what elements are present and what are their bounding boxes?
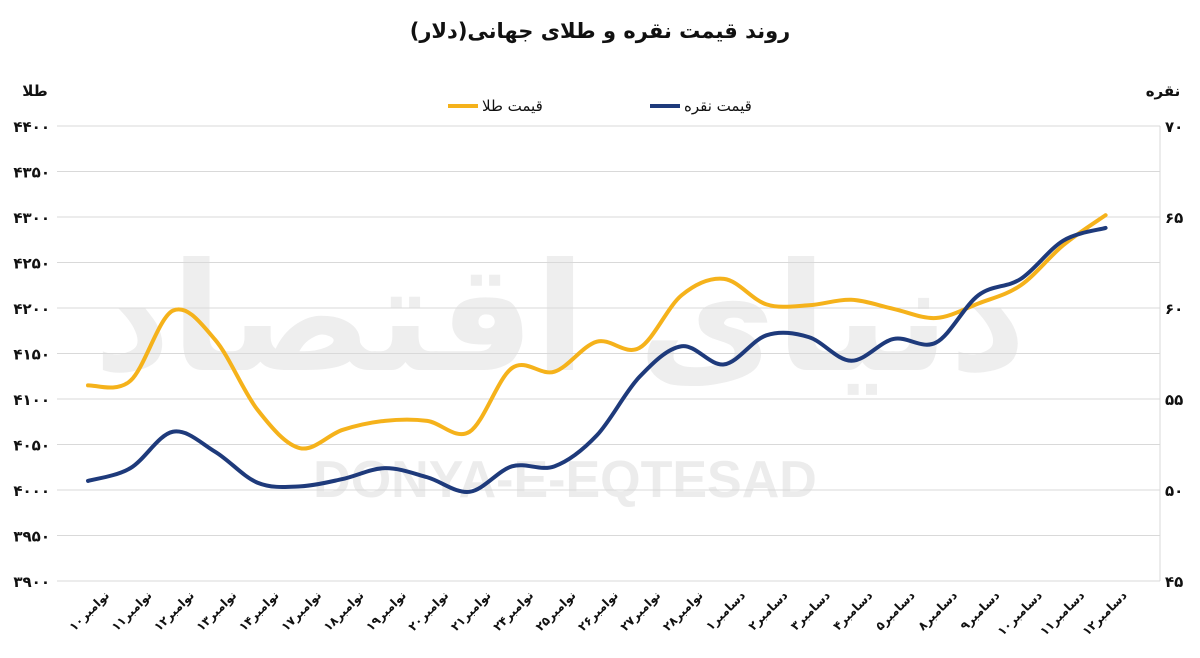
left-tick-label: ۴۱۰۰ [13,391,50,409]
right-axis-label: نقره [1146,82,1181,100]
x-tick-label: ۱۹نوامبر [363,588,409,634]
right-tick-label: ۶۵ [1165,209,1183,227]
right-tick-label: ۷۰ [1165,118,1183,136]
left-tick-label: ۴۲۵۰ [13,255,50,273]
watermark: دنیای اقتصاد DONYA-E-EQTESAD [94,232,1027,509]
legend-silver-label: قیمت نقره [684,97,752,115]
x-tick-label: ۲۴نوامبر [490,588,536,634]
left-tick-label: ۴۴۰۰ [13,118,50,136]
watermark-logo: دنیای اقتصاد [94,232,1027,406]
x-tick-label: ۴دسامبر [830,588,875,633]
x-tick-label: ۲۰نوامبر [406,588,452,634]
x-tick-label: ۱۷نوامبر [278,588,324,634]
chart-title: روند قیمت نقره و طلای جهانی(دلار) [410,19,791,43]
x-tick-label: ۱۰دسامبر [995,588,1045,638]
x-tick-label: ۱۲نوامبر [151,588,197,634]
left-tick-label: ۳۹۵۰ [13,528,50,546]
x-tick-label: ۱۲دسامبر [1080,588,1130,638]
x-tick-label: ۳دسامبر [788,588,833,633]
left-tick-label: ۴۰۵۰ [13,437,50,455]
x-tick-label: ۱۰نوامبر [66,588,112,634]
x-tick-label: ۱دسامبر [703,588,748,633]
x-tick-label: ۲۶نوامبر [575,588,621,634]
x-tick-label: ۲۸نوامبر [660,588,706,634]
x-tick-label: ۱۴نوامبر [236,588,282,634]
x-tick-label: ۱۱دسامبر [1037,588,1087,638]
x-tick-label: ۸دسامبر [915,588,960,633]
silver-price-line [86,225,1108,494]
x-tick-label: ۵دسامبر [873,588,918,633]
x-tick-label: ۲۷نوامبر [618,588,664,634]
left-axis-label: طلا [22,82,48,100]
right-tick-label: ۶۰ [1165,300,1183,318]
right-tick-label: ۵۵ [1165,391,1183,409]
left-tick-label: ۴۱۵۰ [13,346,50,364]
x-tick-label: ۲۵نوامبر [533,588,579,634]
x-tick-label: ۲۱نوامبر [448,588,494,634]
left-tick-label: ۴۰۰۰ [13,482,50,500]
gold-price-line [86,213,1108,451]
right-tick-label: ۴۵ [1165,573,1183,591]
x-tick-label: ۱۳نوامبر [194,588,240,634]
left-tick-label: ۴۳۰۰ [13,209,50,227]
left-tick-label: ۴۳۵۰ [13,164,50,182]
right-tick-label: ۵۰ [1165,482,1183,500]
x-tick-label: ۱۱نوامبر [109,588,155,634]
left-tick-label: ۳۹۰۰ [13,573,50,591]
left-tick-label: ۴۲۰۰ [13,300,50,318]
x-tick-label: ۱۸نوامبر [321,588,367,634]
legend: قیمت طلا قیمت نقره [448,97,752,115]
x-tick-label: ۲دسامبر [746,588,791,633]
legend-gold-label: قیمت طلا [482,97,543,115]
